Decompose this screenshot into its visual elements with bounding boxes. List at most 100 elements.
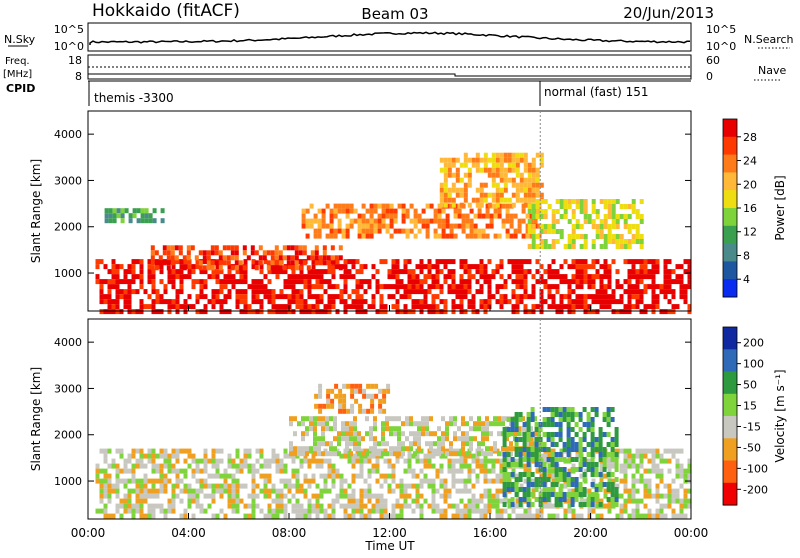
echo-cell <box>502 442 507 447</box>
echo-cell <box>255 294 260 300</box>
echo-cell <box>471 498 476 504</box>
echo-cell <box>235 483 240 489</box>
echo-cell <box>389 213 394 219</box>
echo-cell <box>111 488 116 494</box>
cpid-segment-1: themis -3300 <box>94 91 174 105</box>
echo-cell <box>455 304 460 310</box>
echo-cell <box>263 473 268 479</box>
echo-cell <box>345 233 350 239</box>
echo-cell <box>443 304 448 310</box>
echo-cell <box>359 513 364 519</box>
echo-cell <box>671 294 676 300</box>
echo-cell <box>493 208 498 214</box>
echo-cell <box>423 304 428 310</box>
echo-cell <box>523 167 528 173</box>
echo-cell <box>319 279 324 285</box>
echo-cell <box>283 269 288 275</box>
echo-cell <box>487 284 492 290</box>
echo-cell <box>170 245 175 251</box>
echo-cell <box>382 408 387 414</box>
echo-cell <box>623 259 628 265</box>
echo-cell <box>381 436 385 442</box>
echo-cell <box>235 468 240 474</box>
echo-cell <box>491 274 496 280</box>
echo-cell <box>361 223 366 229</box>
echo-cell <box>155 309 160 315</box>
echo-cell <box>449 441 453 447</box>
echo-cell <box>143 473 148 479</box>
echo-cell <box>563 294 568 300</box>
echo-cell <box>547 229 552 234</box>
echo-cell <box>199 488 204 494</box>
echo-cell <box>266 250 271 256</box>
echo-cell <box>315 299 320 305</box>
echo-cell <box>353 441 357 447</box>
echo-cell <box>510 482 515 487</box>
echo-cell <box>487 167 492 173</box>
echo-cell <box>663 284 668 290</box>
echo-cell <box>354 388 359 394</box>
echo-cell <box>327 299 332 305</box>
echo-cell <box>103 503 108 509</box>
echo-cell <box>663 513 668 519</box>
echo-cell <box>579 199 584 204</box>
echo-cell <box>123 458 128 464</box>
echo-cell <box>610 437 615 442</box>
echo-cell <box>499 473 504 479</box>
echo-cell <box>567 503 572 509</box>
echo-cell <box>481 451 485 457</box>
echo-cell <box>283 478 288 484</box>
echo-cell <box>607 199 612 204</box>
echo-cell <box>571 234 576 239</box>
echo-cell <box>574 497 579 502</box>
echo-cell <box>210 260 215 266</box>
echo-cell <box>606 407 611 412</box>
echo-cell <box>437 213 442 219</box>
echo-cell <box>351 274 356 280</box>
echo-cell <box>120 208 125 214</box>
echo-cell <box>567 294 572 300</box>
echo-cell <box>479 493 484 499</box>
echo-cell <box>127 269 132 275</box>
x-tick-label: 00:00 <box>71 526 106 540</box>
echo-cell <box>598 442 603 447</box>
echo-cell <box>271 513 276 519</box>
echo-cell <box>381 441 385 447</box>
echo-cell <box>459 299 464 305</box>
echo-cell <box>675 513 680 519</box>
beam-title: Beam 03 <box>361 5 428 23</box>
echo-cell <box>435 473 440 479</box>
echo-cell <box>590 492 595 497</box>
echo-cell <box>171 503 176 509</box>
echo-cell <box>327 468 332 474</box>
echo-cell <box>293 446 297 452</box>
echo-cell <box>427 453 432 459</box>
echo-cell <box>542 462 547 467</box>
echo-cell <box>199 309 204 315</box>
echo-cell <box>131 478 136 484</box>
echo-cell <box>571 508 576 514</box>
echo-cell <box>655 269 660 275</box>
echo-cell <box>566 482 571 487</box>
echo-cell <box>439 259 444 265</box>
echo-cell <box>223 274 228 280</box>
echo-cell <box>455 172 460 178</box>
echo-cell <box>607 304 612 310</box>
echo-cell <box>465 213 470 219</box>
echo-cell <box>667 483 672 489</box>
echo-cell <box>567 289 572 295</box>
echo-cell <box>501 223 506 229</box>
echo-cell <box>515 172 520 178</box>
echo-cell <box>242 245 247 251</box>
echo-cell <box>111 264 116 270</box>
echo-cell <box>355 259 360 265</box>
echo-cell <box>623 463 628 469</box>
echo-cell <box>519 294 524 300</box>
echo-cell <box>547 468 552 474</box>
echo-cell <box>471 493 476 499</box>
echo-cell <box>679 468 684 474</box>
echo-cell <box>331 478 336 484</box>
echo-cell <box>495 488 500 494</box>
echo-cell <box>595 234 600 239</box>
echo-cell <box>131 289 136 295</box>
